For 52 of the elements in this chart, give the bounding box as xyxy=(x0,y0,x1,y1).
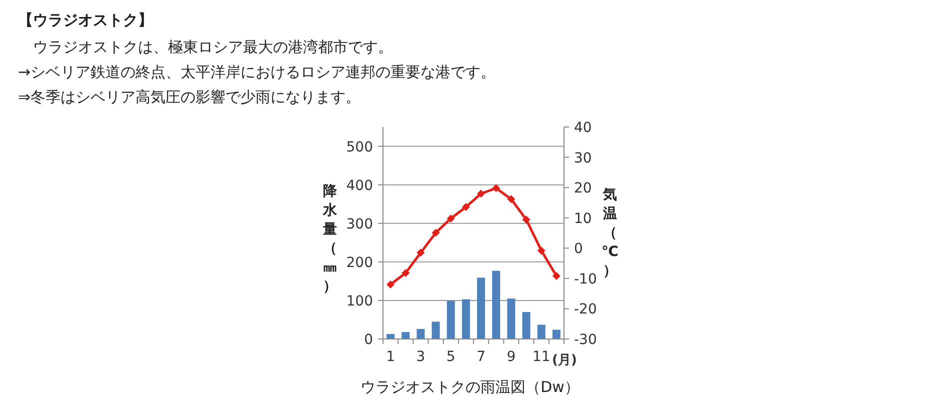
point xyxy=(552,272,560,280)
y-tick-label: 0 xyxy=(364,332,373,348)
bar xyxy=(522,312,530,339)
y-axis-title: 降水量（㎜） xyxy=(322,184,338,294)
y-tick-label: 400 xyxy=(346,178,373,194)
x-tick-label: 9 xyxy=(506,349,516,365)
bar xyxy=(462,299,470,339)
y2-tick-label: 20 xyxy=(574,180,592,197)
bar xyxy=(507,298,516,339)
point xyxy=(386,280,395,288)
y2-axis-title: 気温（℃） xyxy=(602,187,619,279)
point xyxy=(507,195,516,204)
point xyxy=(477,190,486,198)
point xyxy=(492,184,500,192)
y2-tick-label: -10 xyxy=(574,271,597,288)
y2-tick-label: 10 xyxy=(574,210,592,227)
y-tick-label: 500 xyxy=(346,139,373,156)
bar xyxy=(386,334,395,339)
bar xyxy=(477,278,486,339)
point xyxy=(462,202,470,211)
bar xyxy=(416,328,425,339)
x-tick-label: 1 xyxy=(386,349,396,365)
x-tick-label: 5 xyxy=(446,349,456,365)
bar xyxy=(432,322,440,339)
text: 【ウラジオストク】 xyxy=(18,11,153,29)
x-tick-label: 3 xyxy=(416,349,426,365)
bar xyxy=(446,300,455,339)
point xyxy=(537,246,546,255)
bar xyxy=(537,324,546,339)
text: ウラジオストクは、極東ロシア最大の港湾都市です。 xyxy=(18,38,393,56)
text: ウラジオストクの雨温図（Dw） xyxy=(360,378,580,396)
x-tick-label: 7 xyxy=(476,349,486,365)
point xyxy=(522,216,530,224)
y2-tick-label: -30 xyxy=(574,332,597,348)
y2-tick-label: 30 xyxy=(574,150,592,166)
x-axis-title: (月) xyxy=(552,353,577,368)
text: →シベリア鉄道の終点、太平洋岸におけるロシア連邦の重要な港です。 xyxy=(18,63,496,81)
y-tick-label: 300 xyxy=(346,216,373,232)
point xyxy=(416,248,425,257)
point xyxy=(446,214,455,222)
text: ⇒冬季はシベリア高気圧の影響で少雨になります。 xyxy=(18,88,361,106)
bar xyxy=(552,330,560,339)
y2-tick-label: 40 xyxy=(574,120,592,136)
point xyxy=(402,268,410,277)
y-tick-label: 100 xyxy=(346,293,373,310)
y2-tick-label: 0 xyxy=(574,241,583,258)
y-tick-label: 200 xyxy=(346,254,373,271)
x-tick-label: 11 xyxy=(532,349,550,365)
bar xyxy=(402,332,410,339)
bar xyxy=(492,270,500,339)
point xyxy=(432,228,440,237)
y2-tick-label: -20 xyxy=(574,302,597,318)
